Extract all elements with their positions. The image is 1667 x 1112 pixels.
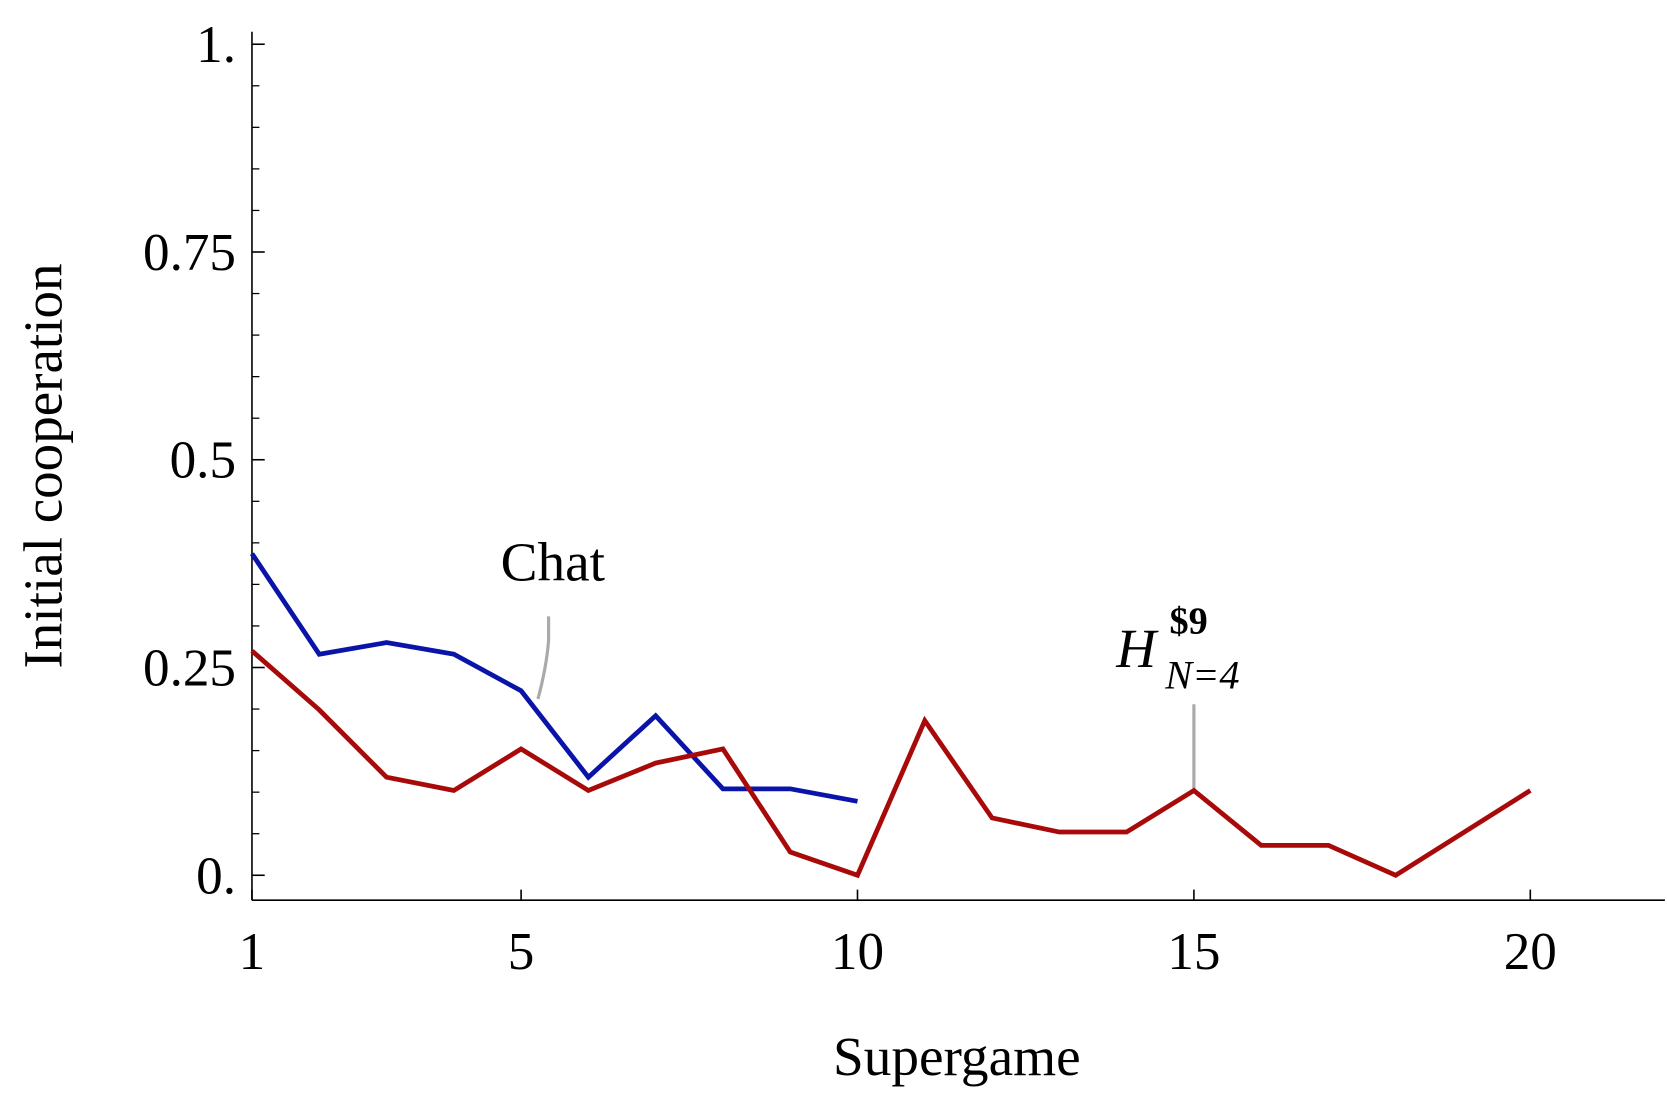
y-axis-label: Initial cooperation: [13, 263, 74, 668]
series-line: [250, 649, 1532, 879]
chat-leader: [536, 616, 551, 700]
chat-label: Chat: [501, 531, 605, 592]
y-tick-label: 1.: [196, 16, 236, 74]
y-tick-label: 0.5: [170, 432, 236, 490]
h-label: H: [1115, 618, 1159, 679]
h-superscript: $9: [1169, 600, 1207, 642]
x-tick-label: 20: [1504, 923, 1557, 981]
y-tick-label: 0.75: [143, 224, 236, 282]
x-tick-label: 1: [239, 923, 266, 981]
x-tick-label: 10: [831, 923, 884, 981]
h-subscript: N=4: [1164, 652, 1239, 697]
x-tick-label: 5: [508, 923, 535, 981]
x-tick-label: 15: [1167, 923, 1220, 981]
y-tick-label: 0.: [196, 847, 236, 905]
series-line: [249, 552, 858, 804]
y-tick-label: 0.25: [143, 640, 236, 698]
x-axis-label: Supergame: [833, 1026, 1081, 1087]
